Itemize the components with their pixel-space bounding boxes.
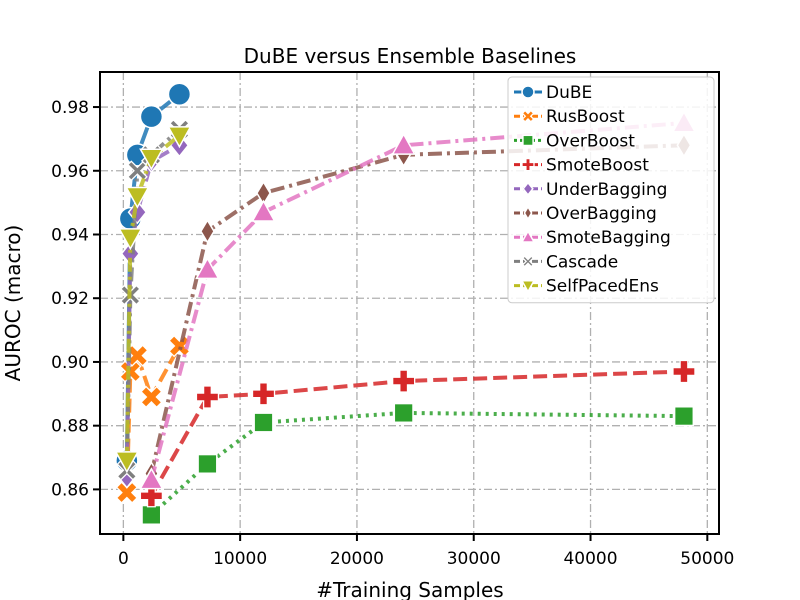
series-selfpacedens bbox=[114, 126, 192, 474]
data-point-smotebagging bbox=[139, 467, 164, 490]
legend-entry-selfpacedens: SelfPacedEns bbox=[514, 277, 659, 297]
legend-entry-smoteboost: SmoteBoost bbox=[514, 156, 649, 176]
series-overboost bbox=[141, 402, 695, 525]
x-tick-label: 10000 bbox=[213, 549, 267, 569]
data-point-overbagging bbox=[199, 218, 215, 244]
legend-entry-underbagging: UnderBagging bbox=[514, 180, 667, 200]
data-point-overboost bbox=[197, 453, 218, 475]
series-group bbox=[114, 82, 697, 525]
data-point-smoteboost bbox=[139, 484, 164, 508]
data-point-selfpacedens bbox=[125, 186, 150, 209]
legend-marker-selfpacedens bbox=[520, 280, 536, 294]
legend-entry-overboost: OverBoost bbox=[514, 131, 635, 151]
data-point-smoteboost bbox=[672, 359, 696, 384]
legend-entry-cascade: Cascade bbox=[514, 252, 618, 272]
legend-entry-dube: DuBE bbox=[514, 83, 592, 103]
data-point-rusboost bbox=[119, 360, 142, 383]
legend-label: SmoteBoost bbox=[546, 156, 649, 176]
data-point-rusboost bbox=[168, 334, 191, 358]
data-point-smoteboost bbox=[195, 385, 220, 409]
legend-label: Cascade bbox=[546, 252, 618, 272]
data-point-selfpacedens bbox=[114, 451, 140, 474]
legend-entry-rusboost: RusBoost bbox=[514, 107, 625, 127]
data-point-overboost bbox=[673, 406, 695, 427]
legend-marker-overboost bbox=[522, 134, 534, 147]
data-point-selfpacedens bbox=[167, 126, 192, 149]
data-point-smotebagging bbox=[251, 199, 276, 222]
legend-marker-smotebagging bbox=[520, 229, 536, 243]
plot-frame bbox=[99, 71, 720, 535]
legend-marker-underbagging bbox=[522, 181, 534, 197]
legend-marker-cascade bbox=[521, 255, 535, 268]
y-tick-label: 0.90 bbox=[51, 353, 89, 373]
legend-box bbox=[507, 76, 715, 304]
legend-label: UnderBagging bbox=[546, 180, 667, 200]
legend-label: OverBoost bbox=[546, 131, 635, 151]
y-tick-label: 0.96 bbox=[51, 162, 89, 182]
data-point-dube bbox=[167, 82, 192, 107]
data-point-rusboost bbox=[115, 481, 139, 504]
y-tick-label: 0.86 bbox=[51, 480, 89, 500]
legend-marker-dube bbox=[521, 85, 535, 99]
legend-label: DuBE bbox=[546, 83, 592, 103]
data-point-cascade bbox=[126, 160, 148, 182]
data-point-rusboost bbox=[126, 344, 149, 367]
y-tick-label: 0.88 bbox=[51, 417, 89, 437]
chart-title: DuBE versus Ensemble Baselines bbox=[244, 44, 577, 68]
legend-label: RusBoost bbox=[546, 107, 625, 127]
data-point-dube bbox=[139, 104, 164, 129]
y-tick-label: 0.94 bbox=[51, 225, 89, 245]
data-point-smoteboost bbox=[392, 369, 416, 393]
data-point-smoteboost bbox=[251, 382, 276, 406]
x-tick-label: 50000 bbox=[680, 549, 734, 569]
legend-marker-overbagging bbox=[523, 205, 533, 221]
data-point-overboost bbox=[393, 402, 414, 424]
legend: DuBE RusBoost OverBoost SmoteBoost UnderBagg… bbox=[507, 76, 715, 304]
data-point-overboost bbox=[253, 412, 274, 433]
data-point-overboost bbox=[141, 504, 162, 525]
y-tick-label: 0.92 bbox=[51, 289, 89, 309]
data-point-smotebagging bbox=[391, 132, 416, 155]
legend-marker-rusboost bbox=[521, 109, 535, 123]
data-point-selfpacedens bbox=[118, 228, 143, 251]
data-point-selfpacedens bbox=[139, 148, 164, 171]
data-point-underbagging bbox=[127, 199, 148, 225]
data-point-rusboost bbox=[140, 385, 163, 409]
legend-marker-smoteboost bbox=[521, 157, 535, 172]
y-axis-label: AUROC (macro) bbox=[1, 225, 25, 382]
x-tick-label: 40000 bbox=[563, 549, 617, 569]
axis-ticks: 0 10000 20000 30000 40000 50000 0.86 0.88 0.90 0.… bbox=[51, 98, 734, 569]
legend-label: SmoteBagging bbox=[546, 228, 671, 248]
x-tick-label: 20000 bbox=[330, 549, 384, 569]
data-point-smotebagging bbox=[195, 257, 220, 280]
legend-label: OverBagging bbox=[546, 204, 657, 224]
legend-entry-smotebagging: SmoteBagging bbox=[514, 228, 671, 248]
x-tick-label: 30000 bbox=[447, 549, 501, 569]
legend-label: SelfPacedEns bbox=[546, 277, 659, 297]
legend-entry-overbagging: OverBagging bbox=[514, 204, 657, 224]
series-smoteboost bbox=[139, 359, 696, 508]
x-axis-label: #Training Samples bbox=[316, 578, 503, 600]
x-tick-label: 0 bbox=[118, 549, 129, 569]
y-tick-label: 0.98 bbox=[51, 98, 89, 118]
